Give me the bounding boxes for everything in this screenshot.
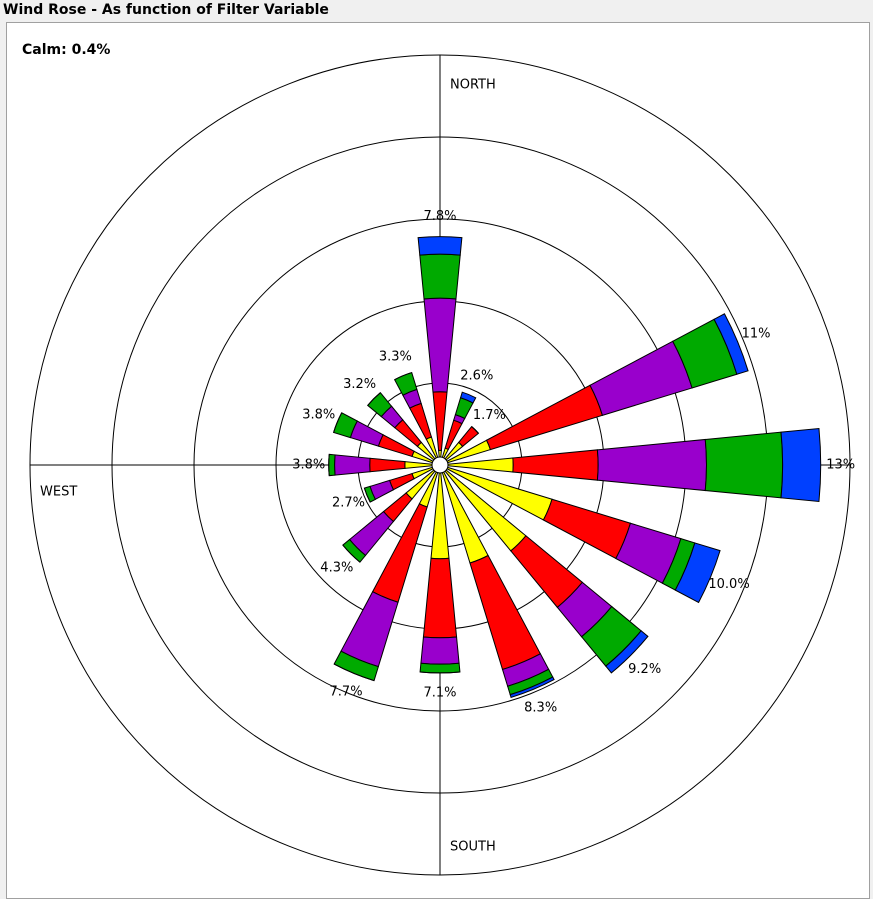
petal-segment (394, 372, 412, 381)
petal-segment (333, 412, 343, 433)
total-label: 1.7% (473, 408, 506, 423)
compass-label: SOUTH (450, 840, 496, 855)
petal-segment (780, 427, 822, 503)
total-label: 8.3% (524, 701, 557, 716)
petal-segment (388, 472, 415, 491)
petal-segment (333, 663, 375, 682)
title-bar: Wind Rose - As function of Filter Variab… (0, 0, 873, 22)
petal-segment (420, 636, 460, 665)
total-label: 11% (742, 327, 771, 342)
petal-segment (423, 297, 457, 393)
total-label: 3.8% (302, 407, 335, 422)
petal-segment (704, 431, 784, 499)
total-label: 7.1% (423, 685, 456, 700)
petal-segment (334, 454, 371, 476)
petal-segment (459, 391, 477, 404)
petal-segment (509, 676, 555, 699)
petal-segment (471, 426, 479, 434)
petal-segment (367, 392, 381, 406)
calm-circle (431, 456, 449, 474)
compass-label: WEST (40, 485, 77, 500)
total-label: 2.7% (332, 495, 365, 510)
petal-segment (512, 449, 599, 481)
total-label: 3.3% (379, 350, 412, 365)
total-label: 3.8% (292, 458, 325, 473)
calm-label: Calm: 0.4% (22, 42, 110, 58)
total-label: 4.3% (320, 561, 353, 576)
total-label: 2.6% (460, 369, 493, 384)
petal-segment (674, 542, 721, 604)
window-title: Wind Rose - As function of Filter Variab… (3, 2, 329, 18)
total-label: 3.2% (343, 377, 376, 392)
total-label: 9.2% (628, 662, 661, 677)
petal-segment (369, 457, 406, 473)
total-label: 13% (826, 458, 855, 473)
petal-segment (419, 662, 461, 674)
petal-segment (328, 454, 330, 476)
petal-segment (417, 236, 463, 256)
petal-segment (596, 438, 707, 492)
total-label: 7.8% (423, 209, 456, 224)
total-label: 10.0% (708, 577, 749, 592)
petal-segment (605, 630, 649, 674)
petal-segment (713, 313, 749, 375)
petal-segment (328, 453, 336, 477)
petal-segment (422, 557, 458, 639)
petal-segment (432, 391, 448, 451)
petal-segment (589, 340, 693, 416)
compass-label: NORTH (450, 78, 496, 93)
total-label: 7.7% (330, 684, 363, 699)
petal-segment (542, 498, 632, 560)
petal-segment (419, 253, 461, 300)
petal-segment (420, 671, 460, 674)
